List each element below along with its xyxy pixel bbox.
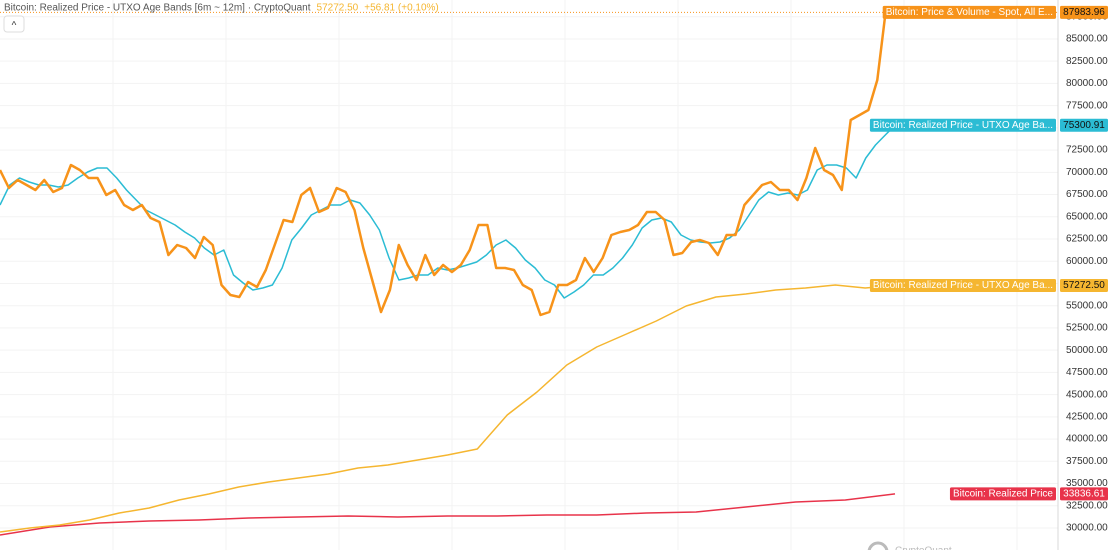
series-tag: Bitcoin: Realized Price - UTXO Age Ba...… — [869, 118, 1108, 132]
series-value-bg — [1060, 5, 1108, 19]
y-tick-label: 72500.00 — [1066, 145, 1108, 156]
y-tick-label: 65000.00 — [1066, 211, 1108, 222]
y-tick-label: 82500.00 — [1066, 56, 1108, 67]
y-tick-label: 85000.00 — [1066, 34, 1108, 45]
y-tick-label: 55000.00 — [1066, 300, 1108, 311]
series-tag-name: Bitcoin: Realized Price - UTXO Age Ba... — [873, 120, 1053, 131]
series-value-bg — [1060, 278, 1108, 292]
series-line — [0, 284, 896, 533]
y-tick-label: 62500.00 — [1066, 234, 1108, 245]
series-tag: Bitcoin: Price & Volume - Spot, All E...… — [882, 5, 1108, 19]
y-tick-label: 67500.00 — [1066, 189, 1108, 200]
series-line — [0, 6, 896, 317]
series-value: 87983.96 — [1063, 7, 1105, 18]
series-tag-bg — [882, 5, 1056, 19]
series-value: 33836.61 — [1063, 489, 1105, 500]
y-tick-label: 40000.00 — [1066, 434, 1108, 445]
y-tick-label: 47500.00 — [1066, 367, 1108, 378]
y-tick-label: 42500.00 — [1066, 411, 1108, 422]
y-tick-label: 60000.00 — [1066, 256, 1108, 267]
y-tick-label: 77500.00 — [1066, 100, 1108, 111]
watermark: CryptoQuant — [895, 546, 952, 550]
series-tag-bg — [869, 278, 1056, 292]
y-tick-label: 45000.00 — [1066, 389, 1108, 400]
series-value-bg — [1060, 487, 1108, 501]
series-value: 75300.91 — [1063, 120, 1105, 131]
header-value: 57272.50 — [317, 3, 359, 14]
y-tick-label: 52500.00 — [1066, 323, 1108, 334]
y-tick-label: 50000.00 — [1066, 345, 1108, 356]
header-change: +56.81 (+0.10%) — [364, 3, 439, 14]
y-tick-label: 37500.00 — [1066, 456, 1108, 467]
y-tick-label: 35000.00 — [1066, 478, 1108, 489]
series-tag-name: Bitcoin: Price & Volume - Spot, All E... — [886, 7, 1053, 18]
series-tag-bg — [949, 487, 1056, 501]
series-tag: Bitcoin: Realized Price - UTXO Age Ba...… — [869, 278, 1108, 292]
series-tag: Bitcoin: Realized Price 33836.61 — [949, 487, 1108, 501]
y-tick-label: 30000.00 — [1066, 523, 1108, 534]
y-tick-label: 70000.00 — [1066, 167, 1108, 178]
series-value-bg — [1060, 118, 1108, 132]
watermark-logo — [867, 541, 889, 550]
series-line — [0, 493, 896, 536]
series-tag-name: Bitcoin: Realized Price - UTXO Age Ba... — [873, 280, 1053, 291]
y-tick-label: 32500.00 — [1066, 500, 1108, 511]
y-tick-label: 80000.00 — [1066, 78, 1108, 89]
collapse-button-bg[interactable] — [3, 15, 25, 33]
chart-title: Bitcoin: Realized Price - UTXO Age Bands… — [4, 3, 311, 14]
collapse-button[interactable]: ^ — [12, 21, 17, 32]
series-tag-name: Bitcoin: Realized Price — [953, 489, 1053, 500]
series-value: 57272.50 — [1063, 280, 1105, 291]
series-tag-bg — [869, 118, 1056, 132]
